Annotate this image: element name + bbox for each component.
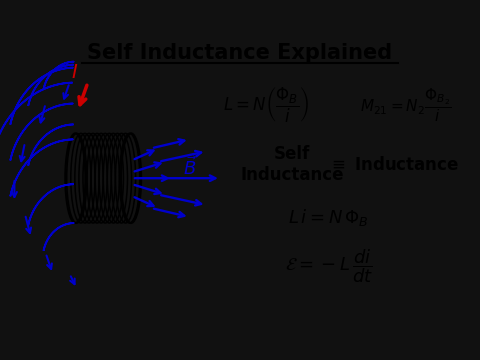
- Text: $L\,i = N\,\Phi_B$: $L\,i = N\,\Phi_B$: [288, 207, 369, 228]
- Text: $\vec{B}$: $\vec{B}$: [182, 156, 197, 179]
- Text: $\mathcal{E} = -L\,\dfrac{di}{dt}$: $\mathcal{E} = -L\,\dfrac{di}{dt}$: [285, 248, 373, 285]
- Text: $M_{21} = N_2\dfrac{\Phi_{B_2}}{i}$: $M_{21} = N_2\dfrac{\Phi_{B_2}}{i}$: [360, 86, 451, 124]
- Text: $L = N\left(\dfrac{\Phi_B}{i}\right)$: $L = N\left(\dfrac{\Phi_B}{i}\right)$: [224, 85, 309, 125]
- Text: $I$: $I$: [71, 63, 78, 82]
- Text: Self Inductance Explained: Self Inductance Explained: [87, 43, 393, 63]
- Text: Self: Self: [274, 145, 310, 163]
- Text: $\equiv$ Inductance: $\equiv$ Inductance: [328, 156, 459, 174]
- Text: Inductance: Inductance: [240, 166, 344, 184]
